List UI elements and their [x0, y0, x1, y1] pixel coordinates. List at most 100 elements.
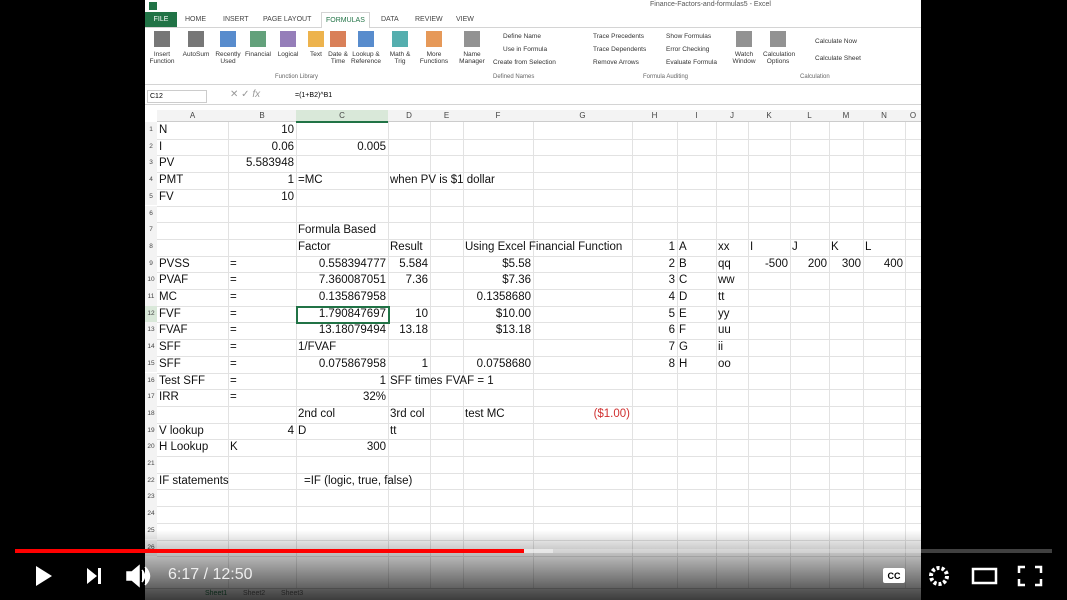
cell[interactable]: V lookup: [159, 424, 204, 437]
column-header[interactable]: K: [748, 110, 791, 122]
column-header[interactable]: O: [905, 110, 921, 122]
cell[interactable]: 10: [281, 190, 294, 203]
cell[interactable]: Formula Based: [298, 224, 376, 237]
row-header[interactable]: 2: [145, 138, 157, 156]
cell[interactable]: 6: [668, 324, 675, 337]
column-header[interactable]: G: [533, 110, 633, 122]
row-header[interactable]: 19: [145, 422, 157, 440]
cell[interactable]: =: [230, 374, 237, 387]
cell[interactable]: ii: [718, 341, 724, 354]
ribbon-button[interactable]: More Functions: [419, 51, 449, 65]
cell[interactable]: Using Excel Financial Function: [465, 240, 623, 253]
cell[interactable]: =: [230, 307, 237, 320]
cell[interactable]: F: [679, 324, 687, 337]
cell[interactable]: C: [679, 274, 688, 287]
cell[interactable]: xx: [718, 240, 730, 253]
formula-text[interactable]: =(1+B2)^B1: [295, 92, 333, 99]
row-header[interactable]: 13: [145, 322, 157, 340]
ribbon-small-button[interactable]: Remove Arrows: [593, 59, 639, 66]
cell[interactable]: tt: [390, 424, 397, 437]
cell[interactable]: $5.58: [502, 257, 531, 270]
row-header[interactable]: 14: [145, 339, 157, 356]
cell[interactable]: $13.18: [495, 324, 531, 337]
row-header[interactable]: 16: [145, 372, 157, 390]
cell[interactable]: N: [159, 124, 168, 136]
cell[interactable]: =: [230, 274, 237, 287]
selected-cell[interactable]: [296, 305, 390, 325]
column-header[interactable]: N: [863, 110, 906, 122]
ribbon-small-button[interactable]: Trace Precedents: [593, 33, 645, 40]
cell[interactable]: I: [159, 140, 163, 153]
ribbon-small-button[interactable]: Define Name: [503, 33, 541, 40]
row-header[interactable]: 11: [145, 289, 157, 306]
cell[interactable]: 0.075867958: [318, 357, 386, 370]
cell[interactable]: 0.005: [357, 140, 386, 153]
cell[interactable]: G: [679, 341, 688, 354]
cell[interactable]: SFF: [159, 357, 181, 370]
cell[interactable]: 200: [807, 257, 827, 270]
cell[interactable]: E: [679, 307, 687, 320]
fx-buttons[interactable]: ✕ ✓ fx: [230, 89, 261, 100]
cell[interactable]: 0.135867958: [318, 291, 386, 303]
cell[interactable]: J: [792, 240, 798, 253]
cell[interactable]: D: [298, 424, 307, 437]
cell[interactable]: 1: [668, 240, 675, 253]
cell[interactable]: 0.0758680: [476, 357, 531, 370]
cell[interactable]: MC: [159, 291, 177, 303]
column-header[interactable]: B: [228, 110, 297, 122]
ribbon-tab[interactable]: INSERT: [223, 16, 249, 23]
column-header[interactable]: L: [790, 110, 830, 122]
cell[interactable]: $7.36: [502, 274, 531, 287]
volume-button[interactable]: [126, 564, 151, 588]
cell[interactable]: 7.36: [405, 274, 428, 287]
cell[interactable]: 1: [421, 357, 428, 370]
ribbon-button[interactable]: Text: [310, 51, 322, 58]
cell[interactable]: 4: [668, 291, 675, 303]
row-header[interactable]: 4: [145, 172, 157, 189]
column-header[interactable]: D: [388, 110, 431, 122]
ribbon-tab[interactable]: DATA: [381, 16, 399, 23]
settings-button[interactable]: [929, 566, 949, 586]
column-header[interactable]: J: [716, 110, 749, 122]
cell[interactable]: Factor: [298, 240, 331, 253]
cell[interactable]: test MC: [465, 407, 505, 420]
cell[interactable]: PVAF: [159, 274, 189, 287]
cell[interactable]: =: [230, 324, 237, 337]
next-button[interactable]: [87, 568, 101, 584]
row-header[interactable]: 9: [145, 255, 157, 273]
play-button[interactable]: [36, 566, 52, 586]
ribbon-button[interactable]: Date & Time: [328, 51, 348, 65]
cell[interactable]: PV: [159, 157, 175, 170]
row-header[interactable]: 21: [145, 456, 157, 473]
cell[interactable]: uu: [718, 324, 731, 337]
cell[interactable]: 7: [668, 341, 675, 354]
cell[interactable]: 0.558394777: [318, 257, 386, 270]
cc-button[interactable]: CC: [883, 568, 905, 583]
cell[interactable]: L: [865, 240, 872, 253]
cell[interactable]: 300: [366, 441, 386, 454]
row-header[interactable]: 7: [145, 222, 157, 239]
ribbon-tab[interactable]: FILE: [145, 12, 177, 27]
fullscreen-button[interactable]: [1017, 565, 1043, 587]
cell[interactable]: H Lookup: [159, 441, 209, 454]
cell[interactable]: IF statements: [159, 474, 229, 487]
cell[interactable]: 1/FVAF: [298, 341, 337, 354]
ribbon-tab[interactable]: FORMULAS: [321, 12, 370, 28]
cell[interactable]: B: [679, 257, 687, 270]
cell[interactable]: =IF (logic, true, false): [304, 474, 413, 487]
cell[interactable]: -500: [764, 257, 788, 270]
cell[interactable]: =: [230, 291, 237, 303]
ribbon-small-button[interactable]: Evaluate Formula: [666, 59, 717, 66]
cell[interactable]: PMT: [159, 174, 184, 187]
cell[interactable]: =: [230, 357, 237, 370]
cell[interactable]: 300: [841, 257, 861, 270]
row-header[interactable]: 10: [145, 272, 157, 289]
cell[interactable]: K: [831, 240, 839, 253]
ribbon-button[interactable]: AutoSum: [182, 51, 210, 58]
ribbon-button[interactable]: Name Manager: [459, 51, 485, 65]
cell[interactable]: =MC: [298, 174, 323, 187]
ribbon-small-button[interactable]: Error Checking: [666, 46, 710, 53]
cell[interactable]: 0.06: [271, 140, 294, 153]
ribbon-button[interactable]: Recently Used: [215, 51, 241, 65]
column-header[interactable]: E: [430, 110, 464, 122]
